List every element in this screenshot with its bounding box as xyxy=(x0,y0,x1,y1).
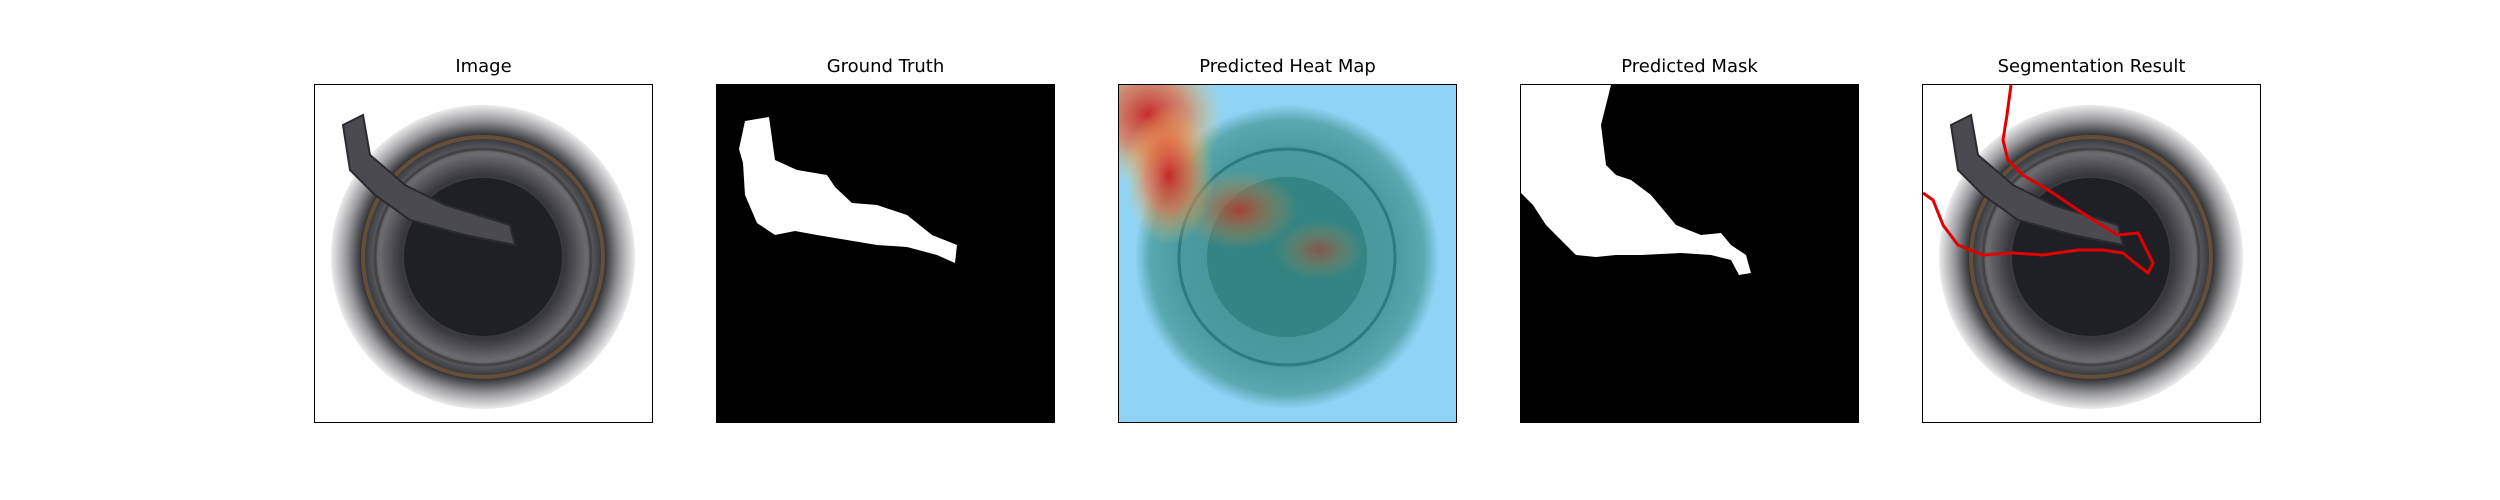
segmentation-overlay xyxy=(1923,85,2260,422)
panel-title: Segmentation Result xyxy=(1997,56,2186,77)
predicted-mask-frame xyxy=(1520,84,1859,423)
segmentation-frame xyxy=(1922,84,2261,423)
heat-map xyxy=(1119,85,1456,422)
ground-truth-frame xyxy=(716,84,1055,423)
bottle-photo xyxy=(315,85,652,422)
image-frame xyxy=(314,84,653,423)
heat-map-frame xyxy=(1118,84,1457,423)
defect-region xyxy=(341,113,517,247)
segmentation-contour xyxy=(1923,85,2155,276)
ground-truth-mask xyxy=(717,85,1054,422)
panel-title: Predicted Mask xyxy=(1621,56,1758,77)
panel-title: Predicted Heat Map xyxy=(1199,56,1376,77)
predicted-region xyxy=(1521,85,1751,275)
panel-title: Ground Truth xyxy=(826,56,945,77)
panel-title: Image xyxy=(455,56,512,77)
predicted-mask xyxy=(1521,85,1858,422)
ground-truth-region xyxy=(739,117,957,263)
